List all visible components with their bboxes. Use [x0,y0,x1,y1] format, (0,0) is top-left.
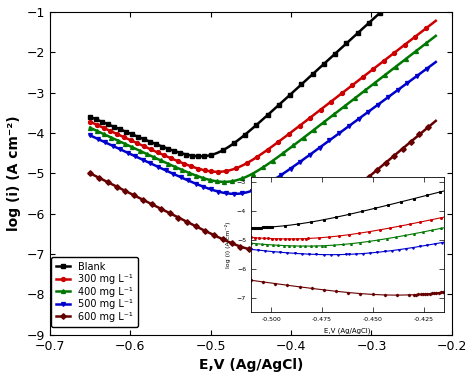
300 mg L⁻¹ [433,19,438,23]
400 mg L⁻¹ [414,48,419,53]
Line: 500 mg L⁻¹: 500 mg L⁻¹ [240,60,438,195]
300 mg L⁻¹ [224,169,229,173]
400 mg L⁻¹ [230,179,236,183]
Y-axis label: log (i) (A cm⁻²): log (i) (A cm⁻²) [7,116,21,231]
300 mg L⁻¹ [413,34,419,38]
400 mg L⁻¹ [229,179,235,183]
Blank [314,68,320,72]
600 mg L⁻¹ [365,176,370,180]
500 mg L⁻¹ [240,191,246,196]
500 mg L⁻¹ [358,115,364,120]
Legend: Blank, 300 mg L⁻¹, 400 mg L⁻¹, 500 mg L⁻¹, 600 mg L⁻¹: Blank, 300 mg L⁻¹, 400 mg L⁻¹, 500 mg L⁻… [51,257,137,327]
300 mg L⁻¹ [223,169,228,174]
Blank [332,52,338,56]
X-axis label: E,V (Ag/AgCl): E,V (Ag/AgCl) [199,358,303,372]
300 mg L⁻¹ [348,84,354,89]
Blank [374,14,379,18]
600 mg L⁻¹ [365,175,371,180]
600 mg L⁻¹ [433,119,438,123]
300 mg L⁻¹ [347,85,353,89]
300 mg L⁻¹ [351,81,357,86]
400 mg L⁻¹ [351,97,356,102]
Blank [215,150,221,155]
Blank [377,10,383,15]
400 mg L⁻¹ [433,34,438,38]
400 mg L⁻¹ [350,98,356,102]
Line: 300 mg L⁻¹: 300 mg L⁻¹ [224,19,438,173]
500 mg L⁻¹ [239,191,245,196]
600 mg L⁻¹ [368,173,374,178]
Blank [322,61,328,66]
Line: 600 mg L⁻¹: 600 mg L⁻¹ [265,119,438,252]
600 mg L⁻¹ [265,247,271,252]
Blank [209,153,214,157]
500 mg L⁻¹ [415,73,420,78]
600 mg L⁻¹ [265,247,271,252]
Line: Blank: Blank [210,11,382,157]
Line: 400 mg L⁻¹: 400 mg L⁻¹ [230,34,438,183]
600 mg L⁻¹ [407,141,412,145]
400 mg L⁻¹ [354,94,360,99]
Blank [301,80,307,84]
500 mg L⁻¹ [355,117,360,122]
600 mg L⁻¹ [417,132,423,136]
500 mg L⁻¹ [354,118,359,123]
500 mg L⁻¹ [402,82,408,87]
500 mg L⁻¹ [433,60,438,64]
300 mg L⁻¹ [400,44,406,49]
400 mg L⁻¹ [401,58,407,63]
